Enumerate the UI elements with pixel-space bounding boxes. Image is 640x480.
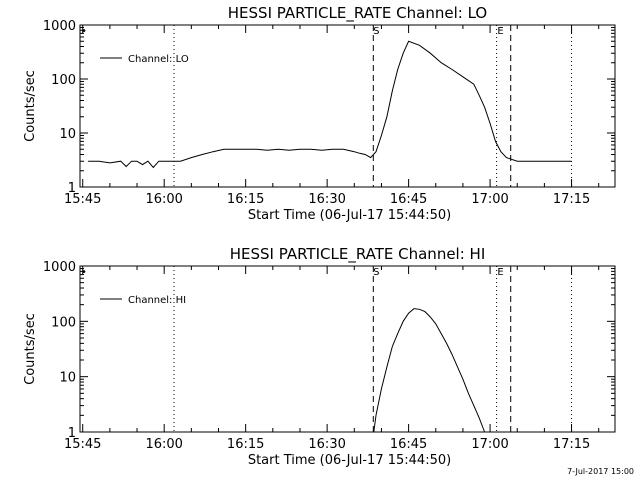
chart-title: HESSI PARTICLE_RATE Channel: HI bbox=[230, 245, 486, 264]
start-marker-label: S bbox=[373, 26, 379, 37]
x-tick-label: 17:00 bbox=[471, 437, 508, 452]
x-tick-label: 16:00 bbox=[145, 192, 182, 207]
plot-frame bbox=[79, 265, 616, 433]
y-axis-label: Counts/sec bbox=[23, 70, 38, 142]
x-tick-label: 17:15 bbox=[553, 192, 590, 207]
end-marker-label: E bbox=[497, 26, 503, 37]
chart-panel-2: HESSI PARTICLE_RATE Channel: HI 15:45 16:0… bbox=[23, 245, 616, 468]
y-tick-label: 100 bbox=[51, 315, 76, 330]
start-marker-label: S bbox=[373, 267, 379, 278]
series-line bbox=[88, 40, 572, 169]
y-tick-label: 1000 bbox=[43, 19, 76, 34]
corner-mark: • bbox=[81, 267, 87, 278]
corner-mark: • bbox=[81, 26, 87, 37]
x-axis-label: Start Time (06-Jul-17 15:44:50) bbox=[248, 453, 451, 468]
footer-timestamp: 7-Jul-2017 15:00 bbox=[567, 467, 634, 476]
y-tick-label: 1 bbox=[68, 426, 76, 441]
legend-label: Channel: LO bbox=[128, 54, 189, 65]
x-tick-label: 16:45 bbox=[390, 192, 427, 207]
x-axis-label: Start Time (06-Jul-17 15:44:50) bbox=[248, 208, 451, 223]
y-tick-label: 1 bbox=[68, 181, 76, 196]
x-tick-label: 15:45 bbox=[64, 192, 101, 207]
y-tick-label: 100 bbox=[51, 73, 76, 88]
x-tick-label: 17:00 bbox=[471, 192, 508, 207]
y-tick-label: 10 bbox=[59, 371, 76, 386]
x-tick-label: 16:45 bbox=[390, 437, 427, 452]
x-tick-label: 16:30 bbox=[308, 192, 345, 207]
x-tick-label: 17:15 bbox=[553, 437, 590, 452]
y-tick-label: 10 bbox=[59, 127, 76, 142]
chart-title: HESSI PARTICLE_RATE Channel: LO bbox=[228, 4, 487, 23]
y-tick-label: 1000 bbox=[43, 260, 76, 275]
y-axis-label: Counts/sec bbox=[23, 313, 38, 385]
end-marker-label: E bbox=[497, 267, 503, 278]
plot-frame bbox=[79, 24, 616, 188]
x-tick-label: 16:15 bbox=[227, 437, 264, 452]
x-tick-label: 16:15 bbox=[227, 192, 264, 207]
x-tick-label: 16:00 bbox=[145, 437, 182, 452]
legend-label: Channel: HI bbox=[128, 295, 186, 306]
chart-panel-1: HESSI PARTICLE_RATE Channel: LO 15:45 16:0… bbox=[23, 4, 616, 223]
x-tick-label: 16:30 bbox=[308, 437, 345, 452]
x-tick-label: 15:45 bbox=[64, 437, 101, 452]
series-line bbox=[373, 308, 486, 433]
